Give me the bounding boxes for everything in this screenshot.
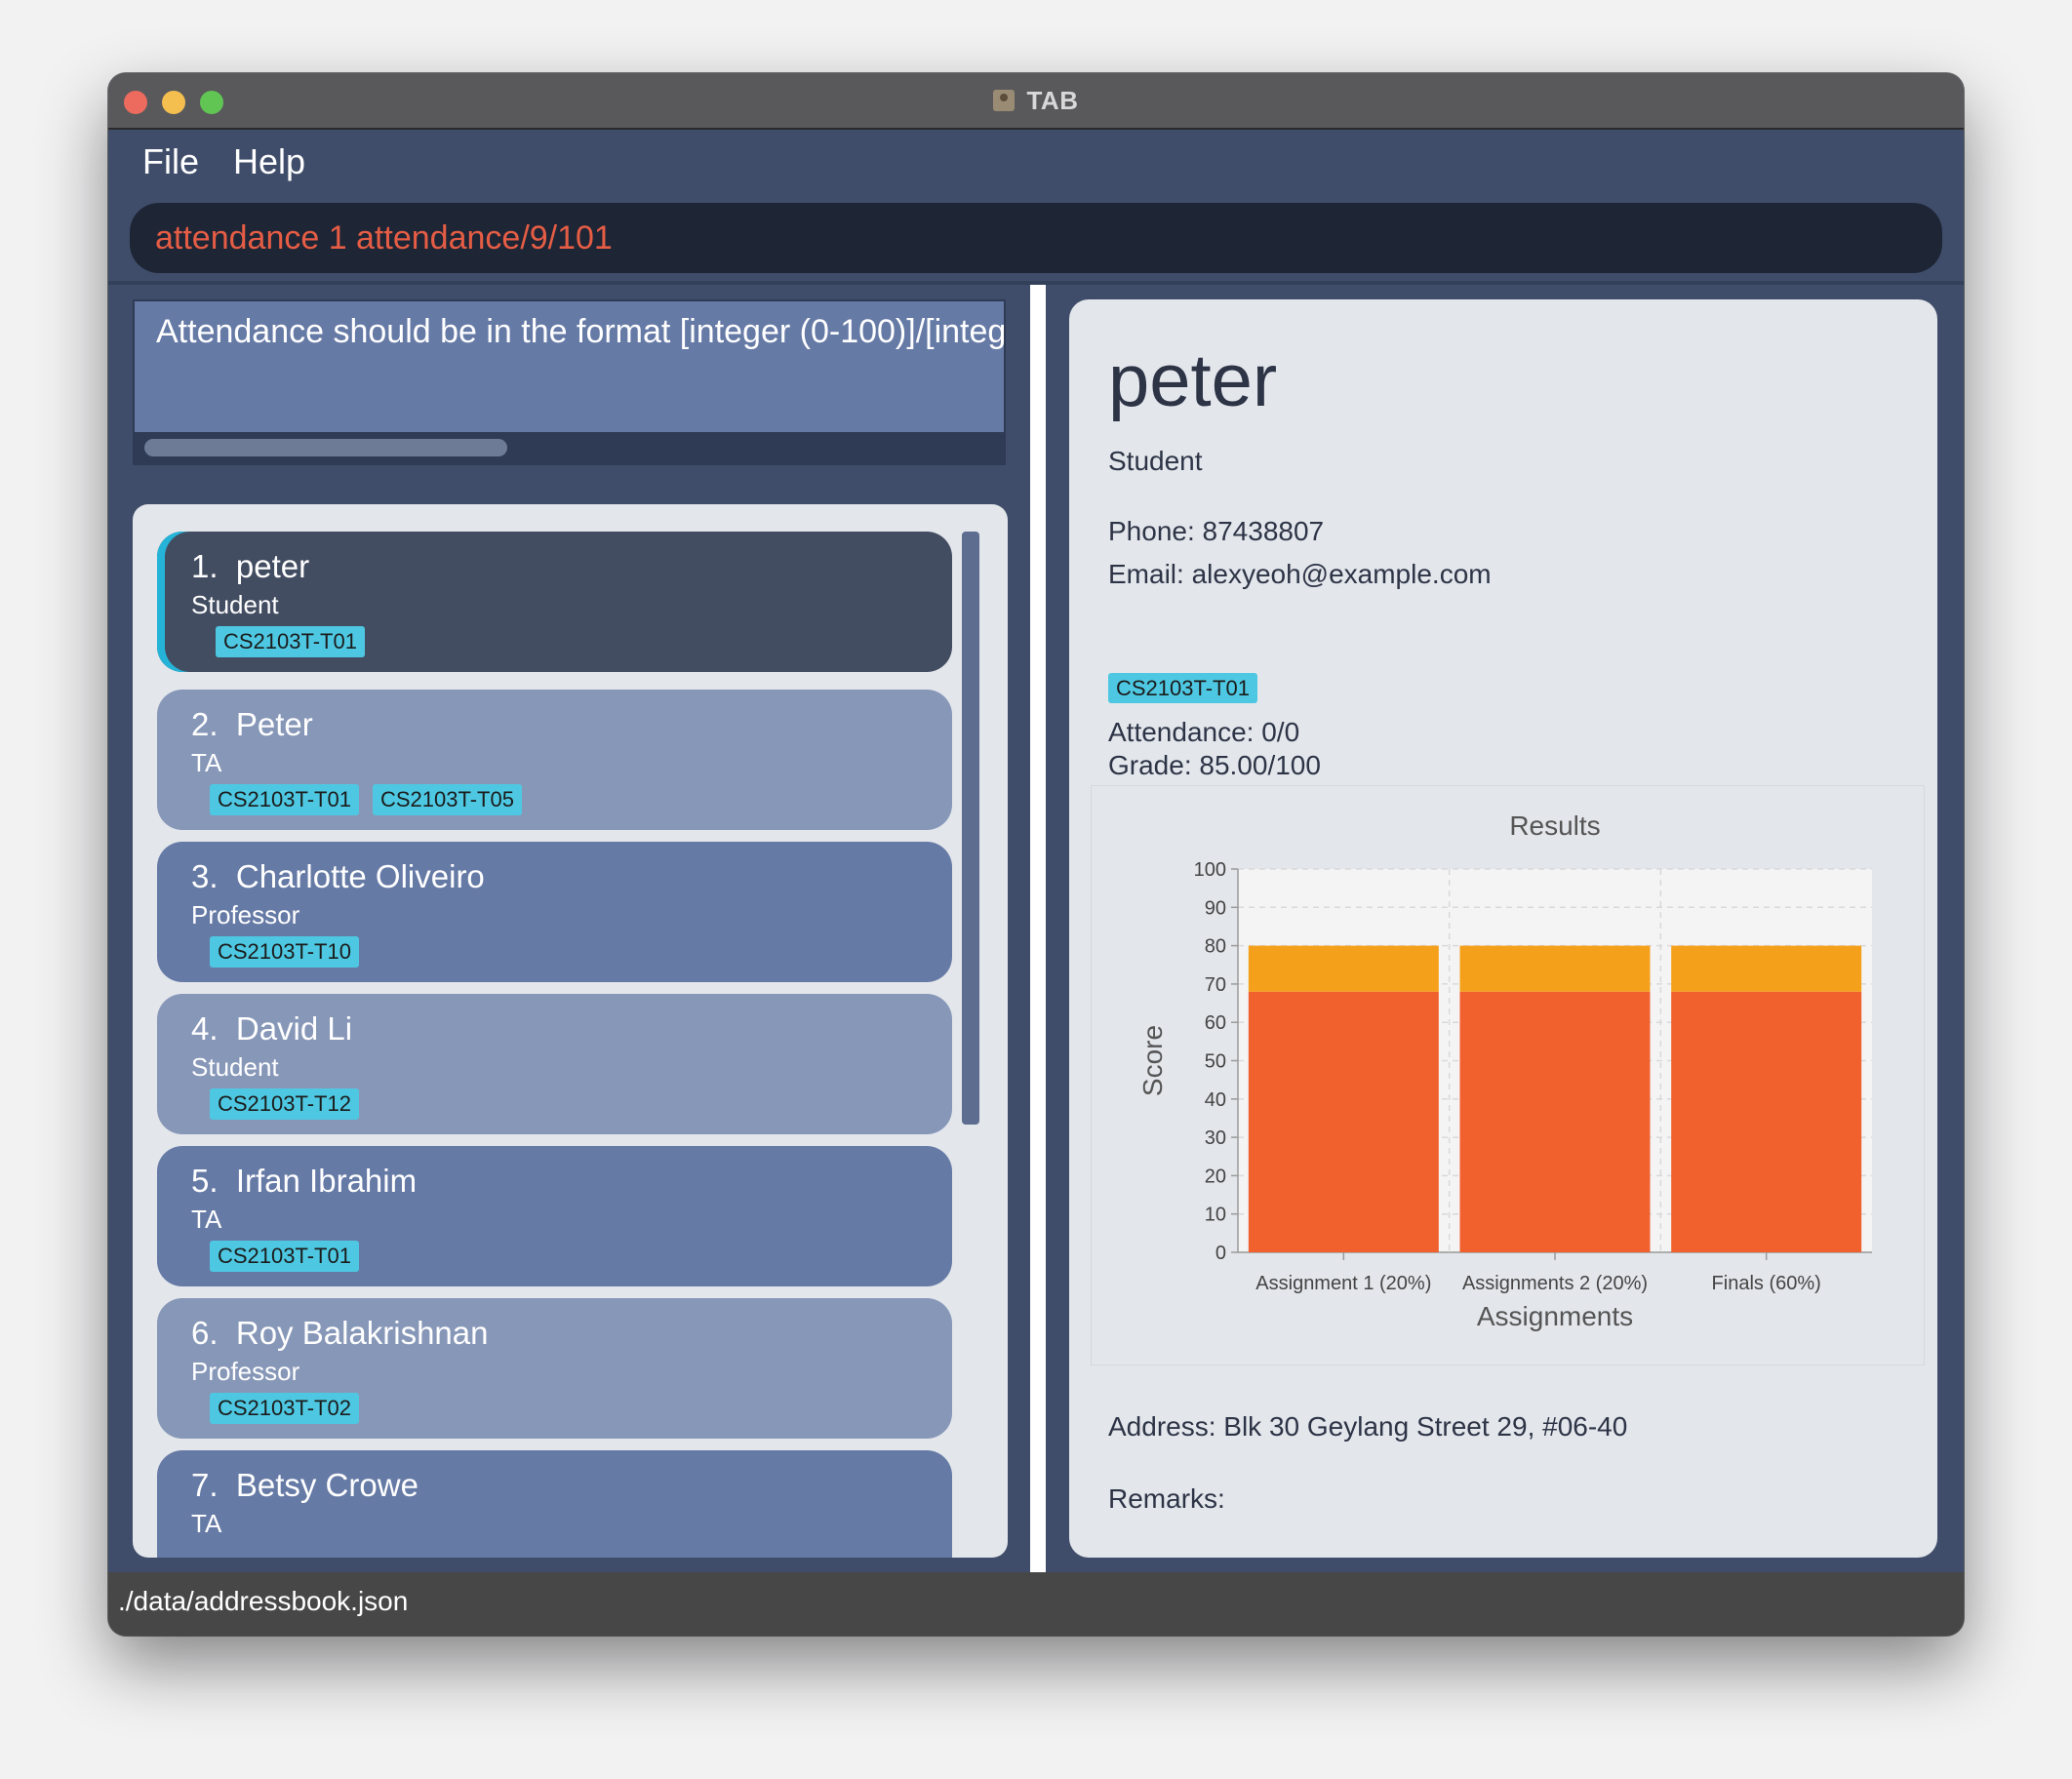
- result-scrollbar-thumb[interactable]: [144, 439, 507, 456]
- person-card-role: TA: [191, 1509, 222, 1538]
- chart-bar-segment: [1459, 991, 1651, 1252]
- person-card-tag: CS2103T-T01: [216, 626, 365, 657]
- person-detail-panel: peter Student Phone: 87438807 Email: ale…: [1069, 299, 1937, 1558]
- split-pane-divider[interactable]: [1030, 285, 1046, 1572]
- person-card[interactable]: 1. peter Student CS2103T-T01: [157, 532, 952, 672]
- menu-help[interactable]: Help: [233, 141, 306, 181]
- chart-y-tick-label: 40: [1205, 1089, 1226, 1111]
- command-box[interactable]: [130, 203, 1942, 273]
- divider: [108, 281, 1964, 285]
- person-card-name: 6. Roy Balakrishnan: [191, 1315, 489, 1351]
- menu-bar: File Help: [108, 130, 1964, 198]
- chart-bar-segment: [1248, 991, 1439, 1252]
- person-card-index: 4.: [191, 1010, 236, 1047]
- person-card[interactable]: 6. Roy Balakrishnan Professor CS2103T-T02: [157, 1298, 952, 1439]
- result-scrollbar[interactable]: [135, 432, 1004, 463]
- chart-y-tick-label: 80: [1205, 936, 1226, 958]
- chart-bar-segment: [1671, 991, 1862, 1252]
- maximize-window-button[interactable]: [200, 91, 223, 114]
- person-card-index: 6.: [191, 1315, 236, 1351]
- person-card-tag: CS2103T-T12: [210, 1088, 359, 1120]
- person-card-index: 3.: [191, 858, 236, 894]
- app-icon: [993, 90, 1016, 111]
- window-title: TAB: [1026, 85, 1079, 115]
- detail-address: Address: Blk 30 Geylang Street 29, #06-4…: [1108, 1411, 1628, 1442]
- chart-x-axis-label: Assignments: [1477, 1301, 1633, 1331]
- person-card-role: Student: [191, 1052, 279, 1082]
- result-display: Attendance should be in the format [inte…: [133, 299, 1006, 465]
- detail-email: Email: alexyeoh@example.com: [1108, 559, 1492, 589]
- chart-bar-segment: [1248, 945, 1439, 992]
- chart-y-tick-label: 90: [1205, 897, 1226, 919]
- person-card-tag: CS2103T-T01: [210, 1241, 359, 1272]
- chart-y-tick-label: 60: [1205, 1012, 1226, 1034]
- person-list-scrollbar[interactable]: [962, 532, 979, 1125]
- person-card[interactable]: 2. Peter TA CS2103T-T01 CS2103T-T05: [157, 690, 952, 830]
- person-card-name: 7. Betsy Crowe: [191, 1467, 418, 1503]
- detail-name: peter: [1108, 339, 1278, 422]
- person-card-role: Student: [191, 590, 279, 619]
- person-card-index: 1.: [191, 548, 236, 584]
- detail-grade: Grade: 85.00/100: [1108, 750, 1321, 780]
- chart-y-tick-label: 10: [1205, 1205, 1226, 1226]
- detail-phone: Phone: 87438807: [1108, 516, 1325, 546]
- title-bar: TAB: [108, 73, 1964, 130]
- person-card-tag: CS2103T-T02: [210, 1393, 359, 1424]
- person-card[interactable]: 5. Irfan Ibrahim TA CS2103T-T01: [157, 1146, 952, 1286]
- chart-y-tick-label: 30: [1205, 1127, 1226, 1149]
- person-card-tag: CS2103T-T10: [210, 936, 359, 968]
- chart-bar-segment: [1459, 945, 1651, 992]
- menu-file[interactable]: File: [142, 141, 200, 181]
- status-file-path: ./data/addressbook.json: [118, 1586, 409, 1616]
- person-card-role: TA: [191, 1205, 222, 1234]
- person-card-role: Professor: [191, 900, 300, 929]
- detail-tag: CS2103T-T01: [1108, 673, 1257, 703]
- chart-y-tick-label: 100: [1194, 859, 1226, 881]
- person-card-name: 4. David Li: [191, 1010, 353, 1047]
- person-card-role: Professor: [191, 1357, 300, 1386]
- person-card-index: 2.: [191, 706, 236, 742]
- person-card-tag: CS2103T-T01: [210, 784, 359, 815]
- minimize-window-button[interactable]: [162, 91, 185, 114]
- chart-title: Results: [1509, 810, 1600, 841]
- chart-y-tick-label: 50: [1205, 1051, 1226, 1073]
- person-card-name: 2. Peter: [191, 706, 313, 742]
- detail-attendance: Attendance: 0/0: [1108, 717, 1300, 747]
- person-list: 1. peter Student CS2103T-T01 2. Peter TA CS21…: [133, 504, 1008, 1558]
- chart-bar-segment: [1671, 945, 1862, 992]
- results-chart: 0 10 20 30 40 50 60 70 80 90 100 Assignment 1 (20%)…: [1091, 785, 1925, 1365]
- person-card[interactable]: 7. Betsy Crowe TA: [157, 1450, 952, 1558]
- chart-x-tick-label: Assignments 2 (20%): [1462, 1273, 1648, 1294]
- chart-x-tick-label: Finals (60%): [1712, 1273, 1821, 1294]
- person-card-role: TA: [191, 748, 222, 777]
- close-window-button[interactable]: [124, 91, 147, 114]
- detail-remarks: Remarks:: [1108, 1483, 1225, 1514]
- chart-y-tick-label: 70: [1205, 974, 1226, 996]
- chart-x-tick-label: Assignment 1 (20%): [1255, 1273, 1431, 1294]
- person-card-index: 5.: [191, 1163, 236, 1199]
- person-card-name: 1. peter: [191, 548, 310, 584]
- person-card[interactable]: 4. David Li Student CS2103T-T12: [157, 994, 952, 1134]
- chart-y-tick-label: 0: [1215, 1243, 1226, 1264]
- status-bar: ./data/addressbook.json: [108, 1572, 1964, 1636]
- chart-y-axis-label: Score: [1137, 1025, 1168, 1096]
- app-window: TAB File Help Attendance should be in th…: [108, 73, 1964, 1636]
- chart-y-tick-label: 20: [1205, 1166, 1226, 1187]
- result-message: Attendance should be in the format [inte…: [156, 313, 1005, 350]
- person-card-name: 5. Irfan Ibrahim: [191, 1163, 418, 1199]
- person-card[interactable]: 3. Charlotte Oliveiro Professor CS2103T-T1…: [157, 842, 952, 982]
- person-card-name: 3. Charlotte Oliveiro: [191, 858, 485, 894]
- detail-role: Student: [1108, 446, 1203, 476]
- person-card-index: 7.: [191, 1467, 236, 1503]
- command-input[interactable]: [155, 218, 1942, 257]
- person-card-tag: CS2103T-T05: [372, 784, 522, 815]
